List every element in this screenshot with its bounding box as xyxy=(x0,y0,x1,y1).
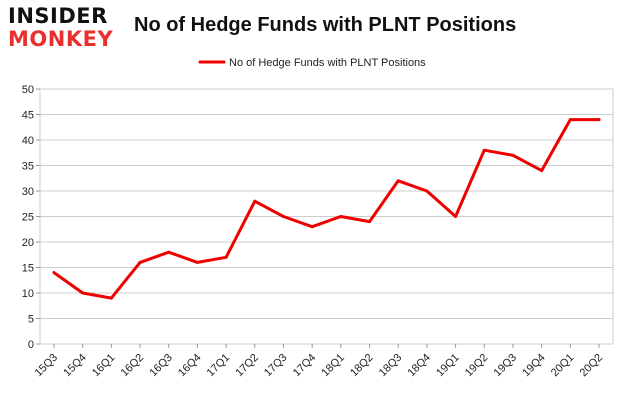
data-point-15Q4 xyxy=(81,291,85,295)
x-tick-label: 18Q3 xyxy=(377,352,405,380)
y-tick-label: 10 xyxy=(22,288,34,300)
x-tick-label: 15Q4 xyxy=(61,352,89,380)
data-point-20Q1 xyxy=(568,118,572,122)
legend-label: No of Hedge Funds with PLNT Positions xyxy=(229,57,426,69)
x-tick-label: 20Q2 xyxy=(578,352,606,380)
x-tick-label: 20Q1 xyxy=(549,352,577,380)
data-point-19Q2 xyxy=(482,148,486,152)
y-tick-label: 30 xyxy=(22,186,34,198)
data-point-16Q1 xyxy=(109,296,113,300)
logo-text-insider: INSIDER xyxy=(8,4,108,28)
x-tick-label: 17Q3 xyxy=(262,352,290,380)
data-point-19Q1 xyxy=(454,215,458,218)
data-point-19Q3 xyxy=(511,153,515,157)
y-tick-label: 5 xyxy=(28,314,34,326)
chart-title: No of Hedge Funds with PLNT Positions xyxy=(134,14,517,36)
y-tick-label: 40 xyxy=(22,135,34,147)
series-line-0 xyxy=(52,118,601,300)
insider-monkey-logo: INSIDER MONKEY xyxy=(8,4,120,52)
y-tick-label: 25 xyxy=(22,212,34,224)
data-point-19Q4 xyxy=(540,169,544,173)
data-point-16Q3 xyxy=(167,250,171,254)
x-tick-label: 19Q3 xyxy=(492,352,520,380)
legend: No of Hedge Funds with PLNT Positions xyxy=(198,57,426,69)
y-tick-label: 0 xyxy=(28,339,34,351)
x-tick-label: 16Q2 xyxy=(119,352,147,380)
data-point-18Q2 xyxy=(368,220,372,224)
data-point-20Q2 xyxy=(597,118,601,122)
x-tick-label: 18Q2 xyxy=(348,352,376,380)
x-tick-label: 17Q1 xyxy=(205,352,233,380)
y-tick-label: 20 xyxy=(22,237,34,249)
x-tick-label: 18Q1 xyxy=(319,352,347,380)
x-axis: 15Q3 15Q4 16Q1 16Q2 16Q3 16Q4 17Q1 17Q2 17Q3 17Q4… xyxy=(33,344,606,380)
x-tick-label: 16Q3 xyxy=(147,352,175,380)
data-point-16Q4 xyxy=(195,260,199,264)
y-tick-label: 50 xyxy=(22,84,34,96)
x-tick-label: 17Q4 xyxy=(291,352,319,380)
y-tick-label: 35 xyxy=(22,161,34,173)
x-tick-label: 15Q3 xyxy=(33,352,61,380)
data-point-17Q1 xyxy=(224,255,228,259)
gridlines xyxy=(40,88,613,345)
logo-text-monkey: MONKEY xyxy=(8,27,114,51)
x-tick-label: 18Q4 xyxy=(405,352,433,380)
x-tick-label: 16Q4 xyxy=(176,352,204,380)
y-tick-label: 45 xyxy=(22,110,34,122)
data-point-16Q2 xyxy=(138,260,142,264)
x-tick-label: 19Q4 xyxy=(520,352,548,380)
data-point-18Q3 xyxy=(396,179,400,183)
data-point-18Q4 xyxy=(425,189,429,193)
series-lines xyxy=(52,118,601,300)
data-point-17Q3 xyxy=(281,215,285,218)
x-tick-label: 16Q1 xyxy=(90,352,118,380)
x-tick-label: 19Q2 xyxy=(463,352,491,380)
data-point-17Q2 xyxy=(253,199,257,203)
y-tick-label: 15 xyxy=(22,263,34,275)
x-tick-label: 19Q1 xyxy=(434,352,462,380)
data-point-18Q1 xyxy=(339,215,343,218)
data-point-15Q3 xyxy=(52,271,56,275)
data-point-17Q4 xyxy=(310,225,314,229)
x-tick-label: 17Q2 xyxy=(233,352,261,380)
y-axis: 0 5 10 15 20 25 30 35 40 45 50 xyxy=(22,84,40,351)
